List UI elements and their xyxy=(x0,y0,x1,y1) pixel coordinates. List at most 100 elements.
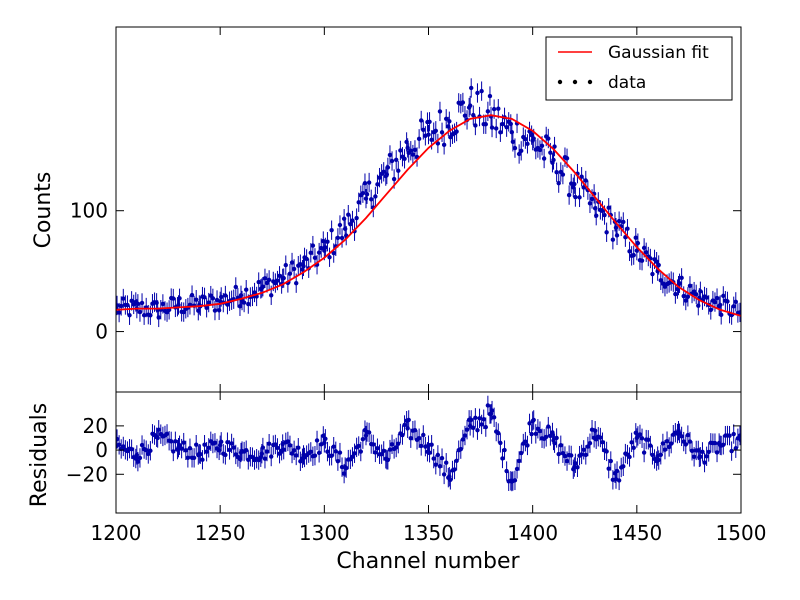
residual-point xyxy=(258,447,263,467)
residuals-y-axis-label: Residuals xyxy=(27,403,52,507)
data-point xyxy=(614,225,620,246)
residual-point xyxy=(335,451,341,471)
data-point xyxy=(341,209,347,229)
residual-point xyxy=(698,447,703,467)
residual-point xyxy=(183,440,188,461)
residual-point xyxy=(439,448,445,468)
data-point xyxy=(552,136,557,157)
residual-point xyxy=(419,436,424,456)
data-point xyxy=(337,215,343,235)
data-point xyxy=(519,141,524,161)
data-point xyxy=(594,205,599,226)
residual-point xyxy=(319,434,324,454)
residual-point xyxy=(225,432,230,452)
x-tick-label: 1350 xyxy=(403,521,454,545)
data-point xyxy=(554,162,559,182)
residual-point xyxy=(458,439,463,459)
residual-point xyxy=(483,417,488,437)
data-point xyxy=(479,81,484,101)
residual-point xyxy=(135,451,141,472)
residual-point xyxy=(129,439,134,459)
data-point xyxy=(416,129,422,149)
residual-point xyxy=(358,441,363,462)
residual-point xyxy=(714,442,720,463)
data-point xyxy=(423,126,428,146)
residual-point xyxy=(246,450,251,470)
data-point xyxy=(523,129,528,149)
residual-point xyxy=(737,425,741,446)
data-point xyxy=(316,242,322,263)
data-point xyxy=(439,122,445,142)
residual-point xyxy=(237,449,243,469)
data-point xyxy=(252,282,257,303)
residual-point xyxy=(641,442,647,463)
residual-point xyxy=(656,450,661,470)
residual-point xyxy=(408,428,413,448)
data-point xyxy=(369,189,374,209)
residual-point xyxy=(519,443,524,463)
residual-point xyxy=(433,455,438,475)
data-point xyxy=(325,232,330,252)
residual-point xyxy=(523,431,528,452)
data-point xyxy=(487,86,493,106)
legend-box xyxy=(545,36,733,101)
residual-point xyxy=(662,439,668,460)
residual-point xyxy=(219,432,224,452)
residual-point xyxy=(589,420,595,440)
residual-point xyxy=(471,418,476,438)
data-point xyxy=(350,210,355,231)
residual-point xyxy=(216,440,222,461)
data-point xyxy=(633,228,638,248)
data-point xyxy=(725,291,730,312)
residual-point xyxy=(171,441,176,462)
residual-point xyxy=(137,448,143,468)
data-point xyxy=(587,193,593,214)
residual-point xyxy=(452,459,457,480)
data-point xyxy=(196,301,201,321)
residual-point xyxy=(562,446,568,466)
residual-point xyxy=(587,433,593,453)
residual-point xyxy=(554,428,559,448)
main-y-tick-label: 0 xyxy=(95,320,108,344)
residual-point xyxy=(700,442,705,462)
data-point xyxy=(621,212,626,232)
residual-point xyxy=(373,442,378,463)
residual-point xyxy=(281,440,286,460)
data-point xyxy=(435,133,441,154)
residual-point xyxy=(598,427,603,448)
residual-point xyxy=(264,441,270,462)
data-point xyxy=(716,296,722,316)
residual-point xyxy=(412,420,418,440)
data-point xyxy=(135,294,141,314)
residual-point xyxy=(729,441,734,461)
data-point xyxy=(460,92,466,113)
residual-point xyxy=(637,424,643,445)
data-point xyxy=(721,286,726,306)
residual-point xyxy=(146,444,151,464)
residual-point xyxy=(341,463,347,484)
residual-point xyxy=(154,427,159,447)
data-point xyxy=(573,187,578,207)
residual-point xyxy=(260,437,266,458)
data-point xyxy=(454,121,459,142)
residual-point xyxy=(579,444,584,465)
data-point xyxy=(310,235,316,256)
residual-point xyxy=(575,457,580,477)
data-point xyxy=(360,183,366,203)
data-point xyxy=(291,259,297,279)
residual-point xyxy=(289,443,295,464)
residual-point xyxy=(600,432,605,452)
data-point xyxy=(471,105,476,125)
residual-point xyxy=(291,440,297,460)
residual-point xyxy=(266,434,272,454)
residual-point xyxy=(323,429,328,449)
data-point xyxy=(610,230,616,250)
residual-point xyxy=(360,429,366,449)
residual-point xyxy=(396,433,401,454)
residual-point xyxy=(552,433,557,453)
data-point xyxy=(298,254,303,274)
residual-point xyxy=(491,407,497,428)
data-point xyxy=(577,187,582,208)
data-point xyxy=(635,233,641,253)
